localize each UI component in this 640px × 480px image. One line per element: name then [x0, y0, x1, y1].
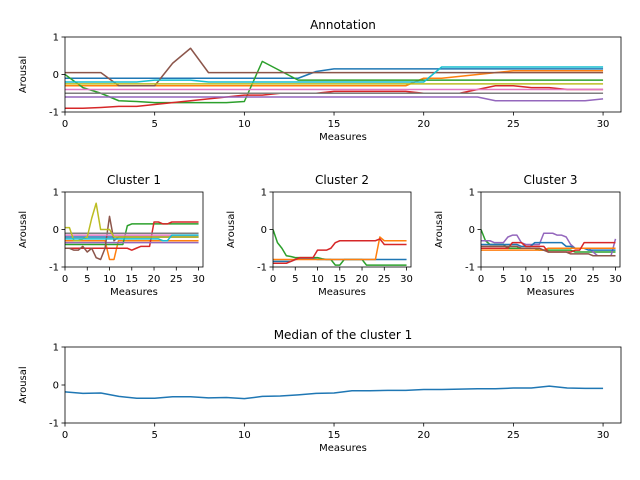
x-axis-label: Measures — [319, 443, 367, 454]
series-line-1 — [65, 385, 604, 400]
x-axis-label: Measures — [527, 287, 575, 298]
series-line-4 — [481, 247, 616, 251]
chart-title: Median of the cluster 1 — [274, 328, 413, 342]
y-tick-label: -1 — [49, 263, 59, 274]
x-axis-label: Measures — [110, 287, 158, 298]
y-tick-label: 1 — [53, 188, 59, 199]
chart-title: Cluster 2 — [315, 173, 369, 187]
x-tick-label: 20 — [356, 274, 369, 285]
x-tick-label: 30 — [192, 274, 205, 285]
series-group — [273, 229, 407, 266]
y-axis-label: Arousal — [434, 211, 445, 248]
series-line-9 — [65, 202, 199, 242]
x-tick-label: 25 — [587, 274, 600, 285]
series-group — [65, 385, 604, 400]
x-tick-label: 10 — [238, 430, 251, 441]
x-tick-label: 15 — [328, 119, 341, 130]
x-tick-label: 25 — [507, 430, 520, 441]
x-tick-label: 10 — [519, 274, 532, 285]
y-tick-label: -1 — [49, 419, 59, 430]
chart-title: Annotation — [310, 18, 376, 32]
x-tick-label: 15 — [125, 274, 138, 285]
y-axis-label: Arousal — [18, 366, 29, 403]
x-tick-label: 0 — [478, 274, 484, 285]
x-tick-label: 0 — [270, 274, 276, 285]
x-tick-label: 20 — [417, 119, 430, 130]
axes-frame — [64, 346, 622, 424]
y-tick-label: 1 — [53, 33, 59, 44]
y-tick-label: 0 — [261, 225, 267, 236]
y-tick-label: -1 — [465, 263, 475, 274]
series-line-10 — [65, 66, 604, 83]
x-tick-label: 15 — [542, 274, 555, 285]
x-tick-label: 20 — [564, 274, 577, 285]
x-tick-label: 0 — [62, 430, 68, 441]
y-tick-label: 0 — [53, 381, 59, 392]
y-tick-label: 0 — [469, 225, 475, 236]
x-tick-label: 10 — [103, 274, 116, 285]
x-tick-label: 5 — [500, 274, 506, 285]
series-line-6 — [65, 47, 604, 87]
series-group — [481, 229, 617, 257]
series-line-6 — [481, 245, 616, 257]
x-tick-label: 30 — [597, 119, 610, 130]
x-tick-label: 15 — [328, 430, 341, 441]
x-axis-label: Measures — [318, 287, 366, 298]
axes-frame — [64, 191, 204, 268]
series-line-2 — [481, 232, 617, 257]
series-line-4 — [273, 238, 407, 264]
series-line-3 — [481, 241, 616, 251]
x-tick-label: 5 — [151, 119, 157, 130]
chart-title: Cluster 1 — [107, 173, 161, 187]
series-line-10 — [65, 234, 199, 242]
y-tick-label: 0 — [53, 70, 59, 81]
x-tick-label: 5 — [151, 430, 157, 441]
y-tick-label: -1 — [49, 108, 59, 119]
y-tick-label: 1 — [261, 188, 267, 199]
y-tick-label: -1 — [257, 263, 267, 274]
x-tick-label: 15 — [333, 274, 346, 285]
series-line-1 — [65, 68, 604, 79]
x-tick-label: 20 — [148, 274, 161, 285]
x-tick-label: 0 — [62, 274, 68, 285]
x-tick-label: 30 — [597, 430, 610, 441]
series-line-4 — [65, 85, 604, 109]
x-tick-label: 25 — [170, 274, 183, 285]
series-line-3 — [65, 60, 604, 104]
y-axis-label: Arousal — [226, 211, 237, 248]
x-tick-label: 5 — [84, 274, 90, 285]
x-tick-label: 25 — [378, 274, 391, 285]
y-tick-label: 0 — [53, 225, 59, 236]
x-tick-label: 30 — [609, 274, 622, 285]
x-tick-label: 10 — [311, 274, 324, 285]
subplot-1: 0 5 10 15 20 25 30-101AnnotationMeasuresArousa… — [18, 18, 622, 143]
series-line-4 — [65, 221, 199, 251]
y-axis-label: Arousal — [18, 211, 29, 248]
y-tick-label: 1 — [53, 343, 59, 354]
x-tick-label: 5 — [292, 274, 298, 285]
chart-title: Cluster 3 — [523, 173, 577, 187]
axes-frame — [272, 191, 412, 268]
y-axis-label: Arousal — [18, 56, 29, 93]
x-tick-label: 30 — [400, 274, 413, 285]
y-tick-label: 1 — [469, 188, 475, 199]
x-axis-label: Measures — [319, 132, 367, 143]
series-group — [65, 202, 199, 261]
series-group — [65, 47, 604, 109]
x-tick-label: 25 — [507, 119, 520, 130]
series-line-2 — [65, 240, 199, 261]
x-tick-label: 0 — [62, 119, 68, 130]
x-tick-label: 20 — [417, 430, 430, 441]
series-line-3 — [65, 223, 199, 246]
series-line-1 — [273, 229, 407, 266]
x-tick-label: 10 — [238, 119, 251, 130]
series-line-5 — [65, 96, 604, 102]
